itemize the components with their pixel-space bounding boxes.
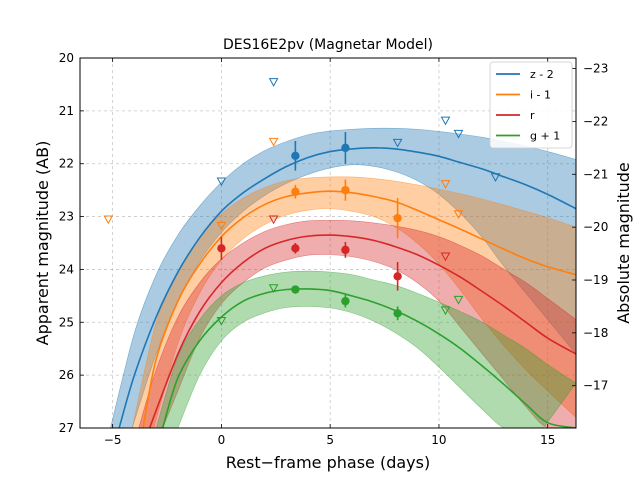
upper-limit (440, 252, 451, 262)
upper-limit (440, 180, 451, 189)
x-tick-label: 15 (540, 433, 555, 447)
upper-limit (392, 138, 403, 148)
data-point (291, 244, 300, 253)
data-point (341, 185, 350, 195)
legend-label: i - 1 (530, 89, 551, 102)
upper-limit (268, 284, 279, 293)
data-point (291, 187, 300, 196)
y-tick-label: 20 (59, 51, 74, 65)
data-point (291, 151, 300, 160)
data-point (393, 272, 402, 281)
band-1 (131, 176, 576, 428)
y2-tick-label: −17 (583, 379, 608, 393)
data-point (291, 285, 300, 294)
confidence-bands (110, 127, 576, 428)
upper-limit (440, 306, 451, 316)
upper-limit (268, 78, 279, 87)
y-tick-label: 22 (59, 157, 74, 171)
plot-frame (79, 57, 577, 429)
curve-1 (142, 190, 576, 428)
curve-3 (161, 288, 576, 428)
x-tick-label: 10 (431, 433, 446, 447)
y2-tick-label: −18 (583, 326, 608, 340)
y2-axis-label: Absolute magnitude (614, 162, 633, 324)
upper-limit (268, 137, 279, 147)
y-tick-label: 23 (59, 210, 74, 224)
y2-tick-label: −23 (583, 62, 608, 76)
observations (103, 78, 501, 326)
x-tick-label: 0 (218, 433, 226, 447)
data-point (393, 309, 402, 318)
curve-0 (118, 147, 576, 428)
y-tick-label: 24 (59, 262, 74, 276)
legend-box (489, 61, 573, 149)
y2-tick-label: −19 (583, 273, 608, 287)
band-0 (110, 127, 576, 428)
legend-label: z - 2 (530, 68, 554, 81)
y-axis-label: Apparent magnitude (AB) (33, 141, 52, 346)
upper-limit (216, 177, 227, 187)
legend-label: r (530, 109, 535, 122)
y-tick-label: 27 (59, 421, 74, 435)
y-tick-label: 21 (59, 104, 74, 118)
upper-limit (453, 129, 464, 139)
axis-ticks: −5 0 5 10 15 20 21 22 23 24 25 26 27 −23 −22 −21 −20 −19 −… (59, 51, 609, 447)
x-tick-label: −5 (104, 433, 122, 447)
upper-limit (216, 317, 227, 326)
y2-tick-label: −20 (583, 220, 608, 234)
data-point (341, 296, 350, 306)
band-3 (155, 270, 576, 428)
y-tick-label: 25 (59, 315, 74, 329)
upper-limit (440, 116, 451, 126)
curve-2 (148, 234, 576, 428)
upper-limit (453, 295, 464, 305)
upper-limit (103, 215, 114, 225)
legend: z - 2 i - 1 r g + 1 (489, 61, 573, 149)
upper-limit (268, 215, 279, 225)
x-tick-label: 5 (326, 433, 334, 447)
data-point (217, 244, 226, 253)
data-point (341, 245, 350, 255)
data-point (341, 143, 350, 153)
band-2 (138, 219, 576, 428)
chart-title: DES16E2pv (Magnetar Model) (223, 37, 433, 53)
data-point (393, 213, 402, 223)
model-curves (118, 147, 576, 428)
upper-limit (453, 210, 464, 219)
upper-limit (490, 173, 501, 182)
y2-tick-label: −21 (583, 167, 608, 181)
x-axis-label: Rest−frame phase (days) (226, 453, 430, 472)
upper-limit (216, 221, 227, 231)
y2-tick-label: −22 (583, 114, 608, 128)
legend-label: g + 1 (530, 130, 560, 143)
y-tick-label: 26 (59, 368, 74, 382)
